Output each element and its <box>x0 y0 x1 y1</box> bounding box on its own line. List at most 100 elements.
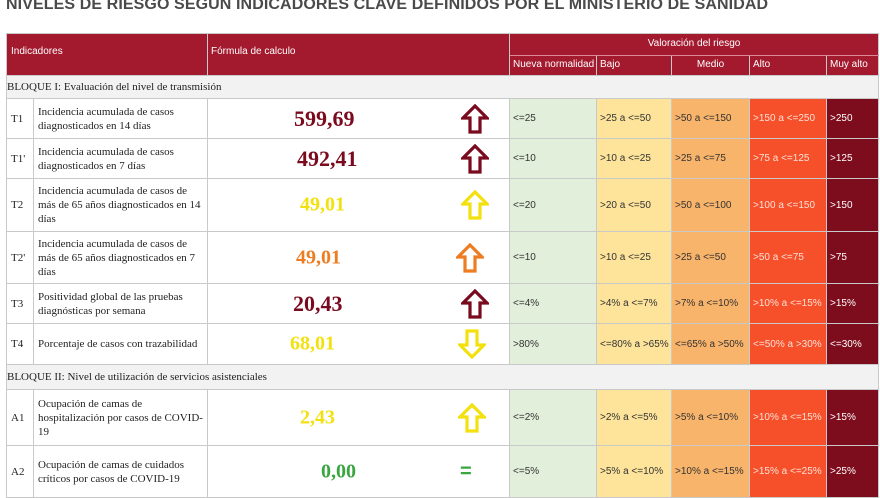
header-formula: Fórmula de calculo <box>207 33 511 76</box>
level-alto: >10% a <=15% <box>749 283 828 324</box>
indicator-code: A1 <box>6 389 34 446</box>
indicator-value: 0,00 <box>321 460 357 482</box>
level-muy-alto: >150 <box>826 178 880 232</box>
indicator-value: 20,43 <box>293 290 343 316</box>
indicator-description: Incidencia acumulada de casos diagnostic… <box>32 138 209 179</box>
level-medio: >7% a <=10% <box>671 283 751 324</box>
page-title: NIVELES DE RIESGO SEGÚN INDICADORES CLAV… <box>6 0 769 13</box>
level-muy-alto: >15% <box>826 389 880 446</box>
level-nueva-normalidad: <=5% <box>509 445 598 498</box>
level-nueva-normalidad: <=4% <box>509 283 598 324</box>
level-muy-alto: >125 <box>826 138 880 179</box>
formula-cell: 20,43 <box>207 283 511 324</box>
level-medio: >5% a <=10% <box>671 389 751 446</box>
indicator-value: 2,43 <box>300 406 336 428</box>
level-alto: >15% a <=25% <box>749 445 828 498</box>
indicator-description: Porcentaje de casos con trazabilidad <box>32 323 209 365</box>
block-header-row: BLOQUE II: Nivel de utilización de servi… <box>5 364 880 390</box>
header-valoracion: Valoración del riesgo <box>509 33 880 56</box>
header-level-nueva-normalidad: Nueva normalidad <box>509 55 598 76</box>
level-medio: >50 a <=100 <box>671 178 751 232</box>
formula-cell: 0,00 = <box>207 445 511 498</box>
header-level-alto: Alto <box>749 55 828 76</box>
table-row: T1 Incidencia acumulada de casos diagnost… <box>6 98 880 139</box>
formula-cell: 49,01 <box>207 178 511 232</box>
level-bajo: >5% a <=10% <box>596 445 673 498</box>
formula-cell: 492,41 <box>207 138 511 179</box>
arrow-up-icon <box>458 402 487 433</box>
table-row: A2 Ocupación de camas de cuidados crítico… <box>6 445 880 498</box>
level-bajo: >25 a <=50 <box>596 98 673 139</box>
level-muy-alto: <=30% <box>826 323 880 365</box>
header-row-top: Indicadores Fórmula de calculo Valoració… <box>5 33 880 76</box>
level-alto: >10% a <=15% <box>749 389 828 446</box>
level-nueva-normalidad: >80% <box>509 323 598 365</box>
level-bajo: >2% a <=5% <box>596 389 673 446</box>
indicator-value: 492,41 <box>297 145 358 171</box>
indicator-description: Ocupación de camas de hospitalización po… <box>32 389 209 446</box>
indicator-code: T4 <box>6 323 34 365</box>
formula-cell: 599,69 <box>207 98 511 139</box>
level-bajo: >20 a <=50 <box>596 178 673 232</box>
block-title: BLOQUE II: Nivel de utilización de servi… <box>5 364 880 390</box>
table-body: BLOQUE I: Evaluación del nivel de transm… <box>5 75 880 498</box>
level-nueva-normalidad: <=10 <box>509 138 598 179</box>
level-muy-alto: >250 <box>826 98 880 139</box>
arrow-up-icon <box>461 143 490 174</box>
level-medio: >25 a <=75 <box>671 138 751 179</box>
level-alto: >50 a <=75 <box>749 231 828 284</box>
indicator-description: Positividad global de las pruebas diagnó… <box>32 283 209 324</box>
indicator-code: T3 <box>6 283 34 324</box>
table-row: T2' Incidencia acumulada de casos de más … <box>6 231 880 284</box>
table-row: T4 Porcentaje de casos con trazabilidad 68… <box>6 323 880 365</box>
header-level-medio: Medio <box>671 55 751 76</box>
indicator-value: 49,01 <box>300 193 346 216</box>
formula-cell: 2,43 <box>207 389 511 446</box>
table-row: T1' Incidencia acumulada de casos diagnos… <box>6 138 880 179</box>
level-bajo: >10 a <=25 <box>596 231 673 284</box>
indicator-code: T2 <box>6 178 34 232</box>
level-medio: >10% a <=15% <box>671 445 751 498</box>
arrow-up-icon <box>456 242 485 273</box>
indicator-description: Incidencia acumulada de casos de más de … <box>32 178 209 232</box>
formula-cell: 68,01 <box>207 323 511 365</box>
table-row: A1 Ocupación de camas de hospitalización … <box>6 389 880 446</box>
level-medio: >25 a <=50 <box>671 231 751 284</box>
level-nueva-normalidad: <=20 <box>509 178 598 232</box>
level-alto: >150 a <=250 <box>749 98 828 139</box>
arrow-up-icon <box>461 103 490 134</box>
arrow-down-icon <box>458 329 487 359</box>
indicator-code: T1 <box>6 98 34 139</box>
level-medio: <=65% a >50% <box>671 323 751 365</box>
formula-cell: 49,01 <box>207 231 511 284</box>
level-muy-alto: >15% <box>826 283 880 324</box>
indicator-value: 68,01 <box>290 332 336 355</box>
indicator-value: 599,69 <box>294 105 355 131</box>
table-row: T3 Positividad global de las pruebas diag… <box>6 283 880 324</box>
arrow-up-icon <box>461 288 490 319</box>
indicator-value: 49,01 <box>296 246 342 268</box>
indicator-description: Ocupación de camas de cuidados críticos … <box>32 445 209 498</box>
level-bajo: <=80% a >65% <box>596 323 673 365</box>
risk-table: Indicadores Fórmula de calculo Valoració… <box>5 33 880 498</box>
indicator-code: A2 <box>6 445 34 498</box>
level-nueva-normalidad: <=10 <box>509 231 598 284</box>
level-alto: >100 a <=150 <box>749 178 828 232</box>
level-alto: <=50% a >30% <box>749 323 828 365</box>
level-muy-alto: >75 <box>826 231 880 284</box>
level-alto: >75 a <=125 <box>749 138 828 179</box>
table-row: T2 Incidencia acumulada de casos de más d… <box>6 178 880 232</box>
level-bajo: >4% a <=7% <box>596 283 673 324</box>
block-header-row: BLOQUE I: Evaluación del nivel de transm… <box>5 75 880 99</box>
indicator-description: Incidencia acumulada de casos diagnostic… <box>32 98 209 139</box>
header-level-bajo: Bajo <box>596 55 673 76</box>
header-indicadores: Indicadores <box>5 33 209 76</box>
indicator-description: Incidencia acumulada de casos de más de … <box>32 231 209 284</box>
block-title: BLOQUE I: Evaluación del nivel de transm… <box>5 75 880 99</box>
arrow-up-icon <box>461 190 490 220</box>
equal-icon: = <box>460 460 472 482</box>
indicator-code: T1' <box>6 138 34 179</box>
level-nueva-normalidad: <=2% <box>509 389 598 446</box>
level-nueva-normalidad: <=25 <box>509 98 598 139</box>
header-level-muy-alto: Muy alto <box>826 55 880 76</box>
